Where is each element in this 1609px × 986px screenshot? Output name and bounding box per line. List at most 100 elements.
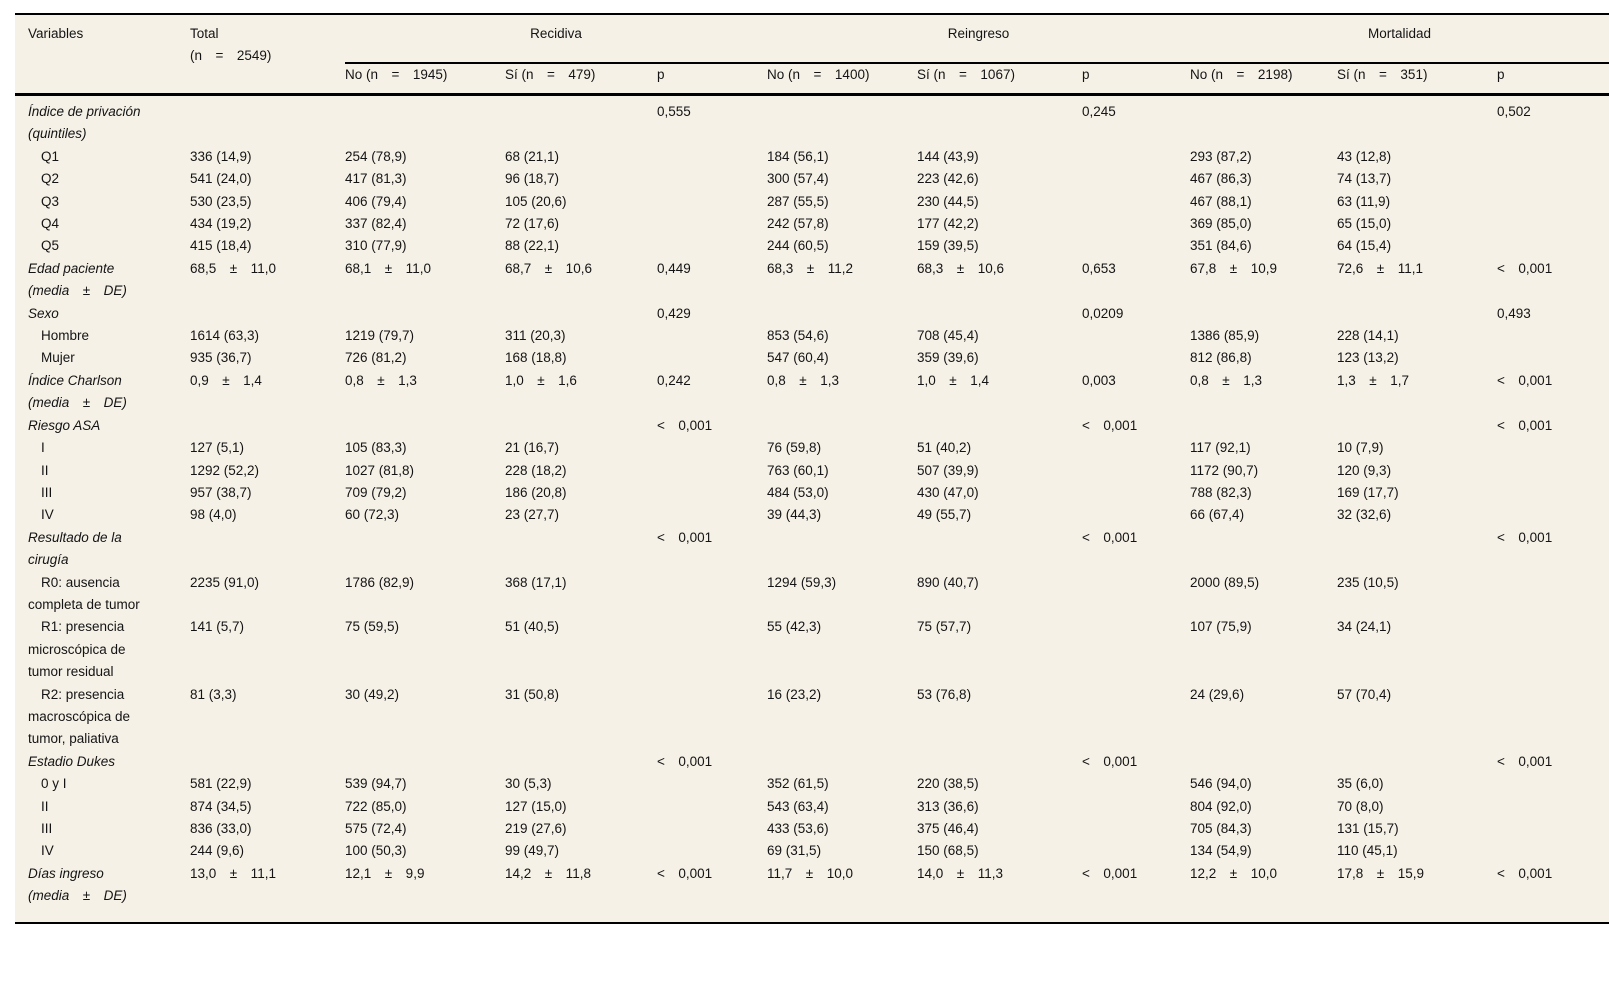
- table-cell: 415 (18,4): [190, 238, 252, 254]
- table-cell: [190, 303, 345, 325]
- table-cell: 1786 (82,9): [345, 574, 415, 590]
- table-cell: 39 (44,3): [767, 507, 822, 523]
- table-cell: [1497, 213, 1609, 235]
- table-cell: 293 (87,2): [1190, 148, 1252, 164]
- table-cell: 300 (57,4): [767, 171, 829, 187]
- table-cell: 0,653: [1082, 260, 1116, 276]
- table-cell: 336 (14,9): [190, 148, 252, 164]
- table-cell: [917, 527, 1082, 572]
- table-cell: 223 (42,6): [917, 171, 979, 187]
- table-cell: [657, 191, 767, 213]
- table-cell: [1082, 840, 1190, 862]
- table-row: Índice de privación (quintiles) 0,555 0,24…: [15, 95, 1609, 146]
- table-row: II 1292 (52,2) 1027 (81,8) 228 (18,2) 763 (6…: [15, 460, 1609, 482]
- table-cell: < 0,001: [657, 865, 713, 881]
- table-cell: < 0,001: [657, 529, 713, 545]
- table-cell: 117 (92,1): [1190, 440, 1251, 456]
- table-cell: [1082, 572, 1190, 617]
- table-cell: 375 (46,4): [917, 821, 979, 836]
- group-header-reingreso: Reingreso: [767, 15, 1191, 64]
- table-cell: [505, 303, 657, 325]
- table-cell: [505, 415, 657, 437]
- table-row: Q3 530 (23,5) 406 (79,4) 105 (20,6) 287 (55,…: [15, 191, 1609, 213]
- recidiva-no-header: No (n = 1945): [345, 63, 505, 96]
- table-cell: 169 (17,7): [1337, 484, 1399, 500]
- table-cell: 68,5 ± 11,0: [190, 260, 276, 276]
- table-cell: 1027 (81,8): [345, 462, 415, 478]
- table-cell: [657, 684, 767, 751]
- mortalidad-no-header: No (n = 2198): [1190, 63, 1338, 96]
- mortalidad-si-header: Sí (n = 351): [1337, 63, 1498, 96]
- table-cell: [190, 415, 345, 437]
- row-label: Días ingreso (media ± DE): [28, 865, 127, 904]
- table-cell: 228 (18,2): [505, 462, 567, 478]
- row-label: R1: presencia microscópica de tumor resi…: [28, 619, 126, 680]
- table-cell: 53 (76,8): [917, 686, 972, 702]
- table-cell: 853 (54,6): [767, 328, 829, 344]
- table-cell: 21 (16,7): [505, 440, 560, 456]
- table-cell: 1,3 ± 1,7: [1337, 372, 1409, 388]
- table-cell: 105 (83,3): [345, 440, 407, 456]
- table-cell: 99 (49,7): [505, 843, 560, 859]
- table-cell: [1497, 840, 1609, 862]
- table-cell: 81 (3,3): [190, 686, 237, 702]
- table-body: Índice de privación (quintiles) 0,555 0,24…: [15, 95, 1609, 908]
- table-cell: 184 (56,1): [767, 148, 829, 164]
- table-cell: 76 (59,8): [767, 440, 822, 456]
- table-cell: [505, 751, 657, 773]
- table-cell: [767, 95, 917, 146]
- table-cell: 1,0 ± 1,4: [917, 372, 989, 388]
- table-cell: [657, 213, 767, 235]
- table-cell: 32 (32,6): [1337, 507, 1392, 523]
- table-cell: 788 (82,3): [1190, 484, 1252, 500]
- table-cell: 68,3 ± 10,6: [917, 260, 1004, 276]
- row-label: 0 y I: [41, 776, 67, 792]
- row-label: I: [41, 440, 45, 456]
- table-cell: [767, 751, 917, 773]
- table-cell: 0,429: [657, 305, 691, 321]
- table-cell: 49 (55,7): [917, 507, 972, 523]
- table-row: Días ingreso (media ± DE) 13,0 ± 11,1 12,1…: [15, 863, 1609, 908]
- table-row: Q2 541 (24,0) 417 (81,3) 96 (18,7) 300 (57,4…: [15, 168, 1609, 190]
- table-cell: 337 (82,4): [345, 216, 407, 232]
- table-cell: 1614 (63,3): [190, 328, 260, 344]
- table-cell: 100 (50,3): [345, 843, 407, 859]
- table-cell: 63 (11,9): [1337, 193, 1391, 209]
- table-cell: 43 (12,8): [1337, 148, 1392, 164]
- table-cell: 68,7 ± 10,6: [505, 260, 592, 276]
- table-cell: 254 (78,9): [345, 148, 407, 164]
- table-cell: 507 (39,9): [917, 462, 979, 478]
- table-cell: 0,8 ± 1,3: [345, 372, 417, 388]
- table-cell: 726 (81,2): [345, 350, 407, 366]
- table-row: Q5 415 (18,4) 310 (77,9) 88 (22,1) 244 (60,5…: [15, 235, 1609, 257]
- row-label: R0: ausencia completa de tumor: [28, 574, 140, 612]
- table-cell: 0,493: [1497, 305, 1531, 321]
- table-cell: 467 (88,1): [1190, 193, 1252, 209]
- table-cell: [1082, 796, 1190, 818]
- table-cell: 369 (85,0): [1190, 216, 1252, 232]
- table-cell: 351 (84,6): [1190, 238, 1252, 254]
- row-label: Hombre: [41, 328, 90, 344]
- table-cell: 70 (8,0): [1337, 798, 1384, 814]
- table-cell: 68,3 ± 11,2: [767, 260, 853, 276]
- table-cell: [1082, 235, 1190, 257]
- table-cell: < 0,001: [1082, 529, 1138, 545]
- row-label: Q3: [41, 193, 60, 209]
- table-cell: 0,449: [657, 260, 691, 276]
- table-cell: 957 (38,7): [190, 484, 252, 500]
- row-label: IV: [41, 843, 54, 859]
- table-cell: [1497, 146, 1609, 168]
- table-cell: < 0,001: [1497, 529, 1553, 545]
- table-cell: [1497, 437, 1609, 459]
- table-cell: [1082, 168, 1190, 190]
- table-row: IV 244 (9,6) 100 (50,3) 99 (49,7) 69 (31,5) 1…: [15, 840, 1609, 862]
- table-cell: 127 (5,1): [190, 440, 245, 456]
- table-cell: 242 (57,8): [767, 216, 829, 232]
- table-cell: < 0,001: [1497, 260, 1553, 276]
- table-cell: [1497, 796, 1609, 818]
- table-cell: 434 (19,2): [190, 216, 252, 232]
- table-row: Q4 434 (19,2) 337 (82,4) 72 (17,6) 242 (57,8…: [15, 213, 1609, 235]
- table-cell: 0,555: [657, 104, 691, 119]
- recidiva-p-header: p: [657, 63, 768, 96]
- table-cell: [1497, 347, 1609, 369]
